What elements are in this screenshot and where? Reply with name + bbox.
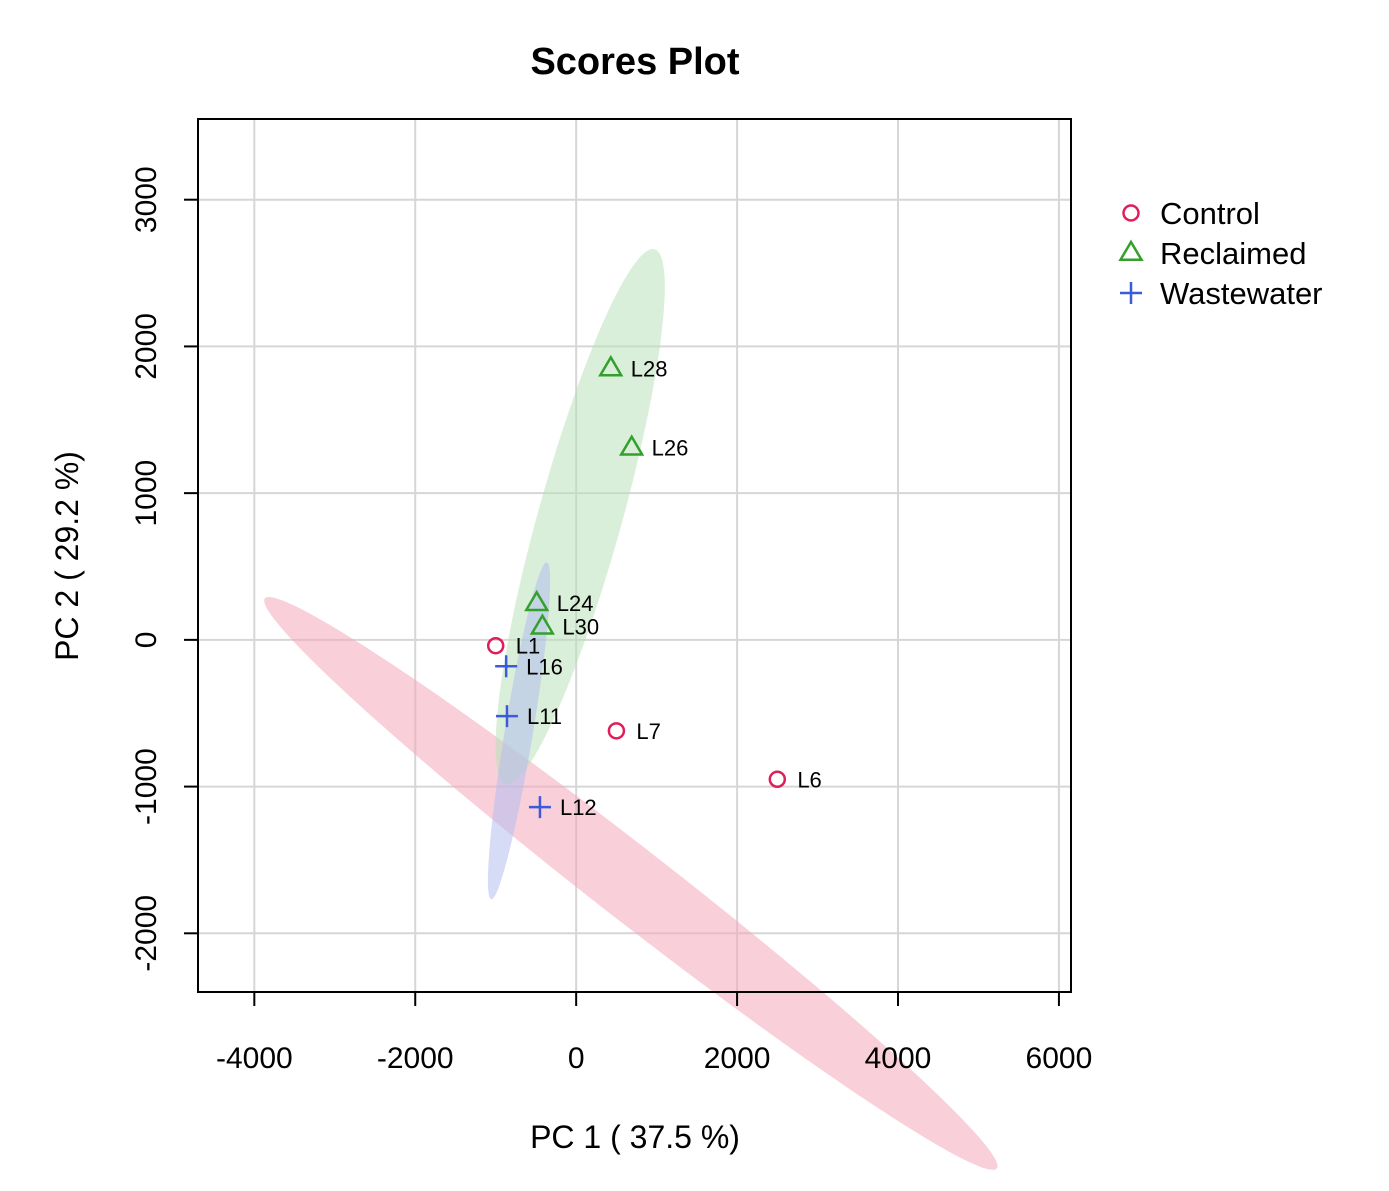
y-tick-label: 3000 (130, 166, 163, 233)
point-l1 (486, 636, 505, 655)
legend-label-wastewater: Wastewater (1160, 276, 1323, 311)
ellipse-wastewater (487, 562, 551, 900)
chart-title: Scores Plot (530, 41, 739, 83)
point-label-l11: L11 (527, 704, 562, 729)
point-l16 (495, 655, 518, 678)
x-tick-label: 4000 (865, 1042, 932, 1075)
point-l26 (619, 434, 645, 456)
legend-label-reclaimed: Reclaimed (1160, 236, 1306, 271)
x-tick-label: -4000 (216, 1042, 293, 1075)
point-l6 (768, 770, 787, 789)
point-label-l26: L26 (652, 436, 689, 461)
confidence-ellipses (264, 249, 998, 1170)
point-label-l28: L28 (631, 356, 668, 381)
point-l11 (495, 705, 518, 728)
point-label-l1: L1 (516, 634, 540, 659)
legend-marker-control (1122, 204, 1140, 222)
x-tick-label: -2000 (377, 1042, 454, 1075)
y-tick-label: -1000 (130, 748, 163, 825)
point-label-l6: L6 (797, 767, 821, 792)
y-tick-label: 0 (130, 632, 163, 649)
y-axis-label: PC 2 ( 29.2 %) (49, 451, 85, 661)
point-l24 (524, 589, 550, 612)
x-tick-label: 2000 (704, 1042, 771, 1075)
point-label-l16: L16 (526, 654, 563, 679)
grid-layer (198, 119, 1071, 992)
y-tick-label: 2000 (130, 313, 163, 380)
point-l12 (528, 796, 551, 819)
point-label-l7: L7 (636, 719, 660, 744)
legend-label-control: Control (1160, 196, 1260, 231)
x-axis-label: PC 1 ( 37.5 %) (530, 1119, 740, 1155)
x-tick-label: 0 (568, 1042, 585, 1075)
y-tick-label: -2000 (130, 895, 163, 972)
point-l28 (598, 354, 624, 377)
point-l30 (529, 613, 555, 635)
x-tick-label: 6000 (1026, 1042, 1093, 1075)
legend: Control Reclaimed Wastewater (1118, 196, 1323, 311)
point-label-l24: L24 (557, 591, 594, 616)
legend-marker-reclaimed (1118, 239, 1144, 262)
ellipse-control (264, 597, 998, 1170)
point-label-l30: L30 (562, 615, 599, 640)
point-label-l12: L12 (560, 795, 597, 820)
point-l7 (607, 722, 626, 740)
y-tick-label: 1000 (130, 460, 163, 527)
axes: -4000 -2000 0 2000 4000 6000 -2000 -1000 0 1000 20… (130, 166, 1092, 1075)
legend-marker-wastewater (1120, 282, 1142, 304)
